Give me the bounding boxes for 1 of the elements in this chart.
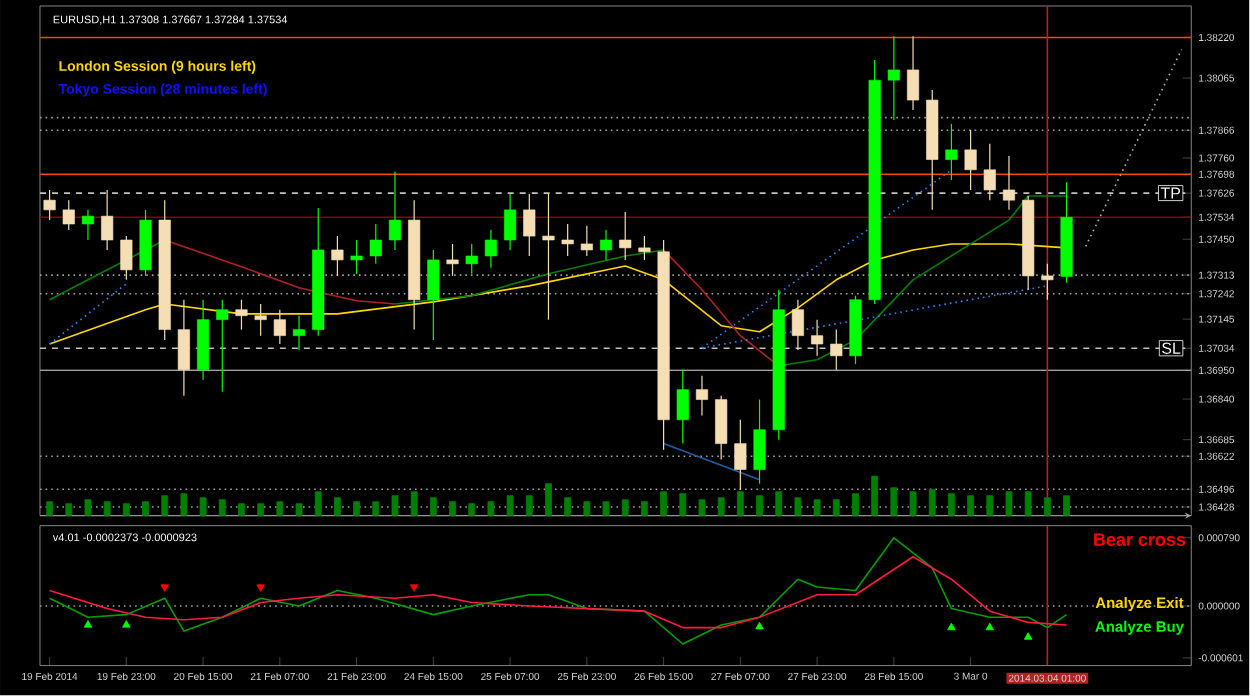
annotation: Bear cross [1094,533,1186,547]
